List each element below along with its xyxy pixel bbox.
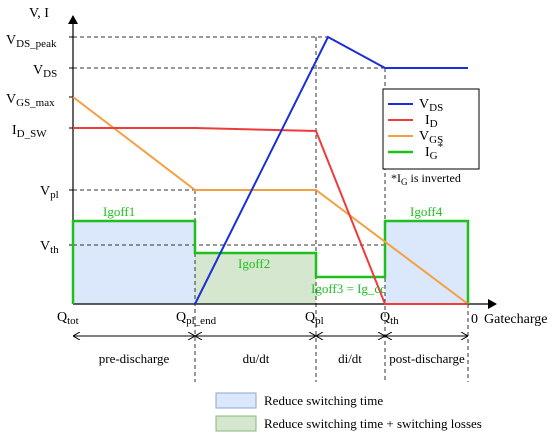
legend-label-id: ID	[425, 113, 438, 130]
legend-label-vgs: VGS	[419, 129, 443, 146]
label-igoff4: Igoff4	[410, 204, 443, 219]
x-tick-qpl: Qpl	[305, 310, 324, 327]
legend-label-vds: VDS	[419, 97, 443, 114]
legend-box	[382, 88, 480, 170]
phase-label-post-discharge: post-discharge	[389, 351, 465, 366]
curve-id	[73, 127, 468, 305]
area-post-discharge	[385, 221, 468, 304]
label-igoff3: Igoff3 = Ig_cc	[311, 281, 386, 296]
curve-vgs	[72, 96, 469, 305]
y-tick-id-sw: ID_SW	[12, 123, 47, 140]
x-tick-qth: Qth	[380, 310, 399, 327]
curve-vds	[194, 35, 468, 305]
y-tick-vgs-max: VGS_max	[6, 92, 55, 109]
y-tick-vth: Vth	[40, 239, 59, 256]
y-tick-vds: VDS	[33, 63, 57, 80]
legend-label-reduce-time: Reduce switching time	[264, 393, 383, 408]
phase-label-di-dt: di/dt	[338, 351, 362, 366]
tick-marks	[69, 36, 73, 246]
curve-ig	[71, 219, 470, 304]
x-tick-qpl-end: Qpl_end	[176, 310, 217, 327]
y-tick-vpl: Vpl	[40, 184, 59, 201]
phase-label-du-dt: du/dt	[243, 351, 270, 366]
area-pre-discharge	[73, 221, 195, 304]
legend-swatch-reduce-time	[215, 392, 257, 409]
x-tick-qtot: Qtot	[57, 310, 79, 327]
x-tick-zero: 0	[471, 312, 478, 327]
x-axis-label: Gatecharge	[484, 312, 547, 327]
y-tick-vds-peak: VDS_peak	[6, 33, 57, 50]
legend-label-reduce-time-losses: Reduce switching time + switching losses	[264, 416, 482, 431]
label-igoff1: Igoff1	[103, 204, 135, 219]
label-igoff2: Igoff2	[238, 256, 270, 271]
legend-label-ig: IG*	[425, 141, 443, 162]
y-axis-label: V, I	[29, 6, 49, 21]
legend-swatch-reduce-time-losses	[215, 415, 257, 432]
note-ig-inverted: *IG is inverted	[391, 171, 461, 187]
phase-label-pre-discharge: pre-discharge	[99, 351, 170, 366]
